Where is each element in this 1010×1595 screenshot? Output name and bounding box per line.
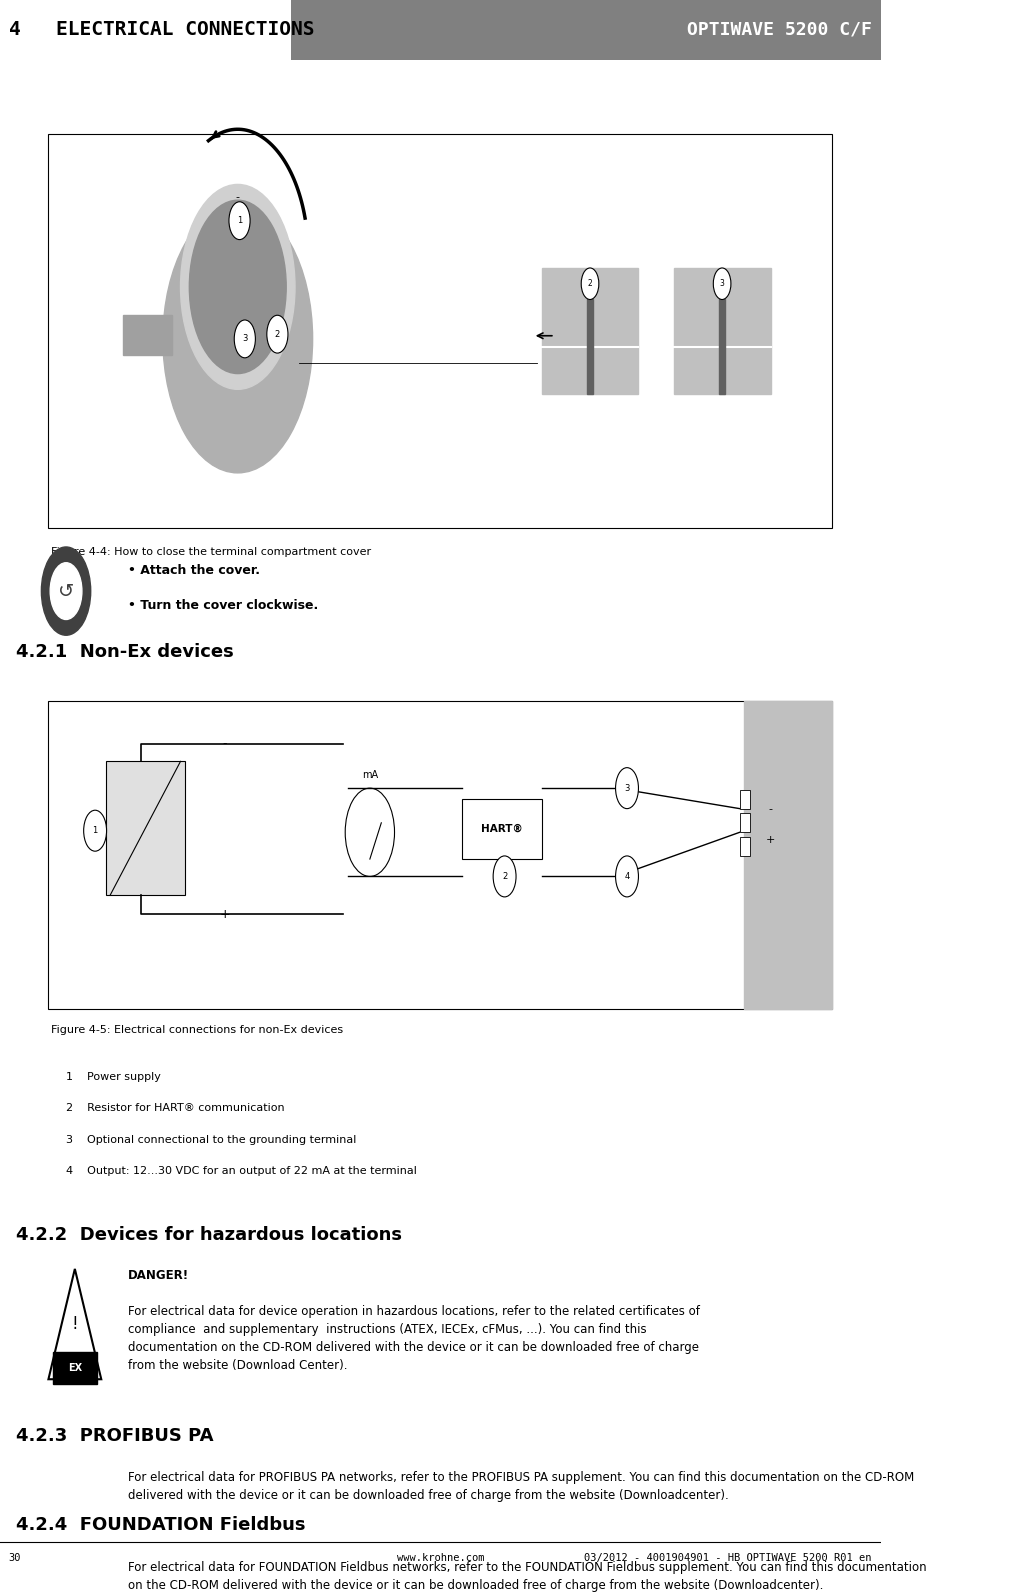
- Circle shape: [41, 547, 91, 635]
- Text: 1: 1: [237, 217, 242, 225]
- Text: 4.2.4  FOUNDATION Fieldbus: 4.2.4 FOUNDATION Fieldbus: [16, 1517, 305, 1534]
- Text: OPTIWAVE 5200 C/F: OPTIWAVE 5200 C/F: [687, 21, 872, 38]
- Text: 4.2.3  PROFIBUS PA: 4.2.3 PROFIBUS PA: [16, 1426, 213, 1445]
- Circle shape: [267, 316, 288, 352]
- Bar: [0, 0, 291, 61]
- Bar: [739, 837, 750, 857]
- Bar: [588, 300, 593, 394]
- Text: 3: 3: [624, 783, 629, 793]
- Bar: [53, 1353, 97, 1384]
- Bar: [106, 761, 185, 895]
- Circle shape: [189, 201, 286, 373]
- Text: For electrical data for FOUNDATION Fieldbus networks, refer to the FOUNDATION Fi: For electrical data for FOUNDATION Field…: [127, 1560, 926, 1592]
- Polygon shape: [48, 1270, 101, 1380]
- Text: 2    Resistor for HART® communication: 2 Resistor for HART® communication: [66, 1104, 285, 1113]
- Text: HART®: HART®: [481, 825, 523, 834]
- Bar: [541, 268, 638, 394]
- Bar: [674, 268, 771, 394]
- Text: 03/2012 - 4001904901 - HB OPTIWAVE 5200 R01 en: 03/2012 - 4001904901 - HB OPTIWAVE 5200 …: [585, 1552, 872, 1563]
- Text: +: +: [766, 836, 776, 845]
- Circle shape: [581, 268, 599, 300]
- Circle shape: [50, 563, 82, 619]
- Text: 2: 2: [275, 330, 280, 338]
- Text: www.krohne.com: www.krohne.com: [397, 1552, 484, 1563]
- Circle shape: [163, 204, 313, 472]
- FancyBboxPatch shape: [48, 702, 832, 1008]
- Text: 4.2.1  Non-Ex devices: 4.2.1 Non-Ex devices: [16, 643, 233, 660]
- Text: +: +: [219, 908, 230, 920]
- Text: 1    Power supply: 1 Power supply: [66, 1072, 161, 1081]
- Text: -: -: [222, 737, 227, 751]
- Circle shape: [229, 201, 250, 239]
- Text: 4: 4: [624, 872, 629, 880]
- Bar: [123, 316, 172, 354]
- Bar: [719, 300, 725, 394]
- Circle shape: [615, 857, 638, 896]
- Text: -: -: [769, 804, 773, 813]
- Text: 4    Output: 12...30 VDC for an output of 22 mA at the terminal: 4 Output: 12...30 VDC for an output of 2…: [66, 1166, 417, 1177]
- Bar: [739, 813, 750, 833]
- Text: -: -: [235, 191, 239, 203]
- Circle shape: [345, 788, 395, 876]
- Text: • Turn the cover clockwise.: • Turn the cover clockwise.: [127, 598, 318, 612]
- Text: 4.2.2  Devices for hazardous locations: 4.2.2 Devices for hazardous locations: [16, 1227, 402, 1244]
- Text: 3: 3: [720, 279, 724, 289]
- Circle shape: [84, 810, 107, 852]
- Text: Figure 4-4: How to close the terminal compartment cover: Figure 4-4: How to close the terminal co…: [52, 547, 372, 557]
- Text: DANGER!: DANGER!: [127, 1270, 189, 1282]
- Circle shape: [615, 767, 638, 809]
- Text: 30: 30: [9, 1552, 21, 1563]
- Bar: [744, 702, 832, 1008]
- FancyBboxPatch shape: [48, 134, 832, 528]
- Text: !: !: [72, 1314, 78, 1333]
- Text: 4   ELECTRICAL CONNECTIONS: 4 ELECTRICAL CONNECTIONS: [9, 21, 314, 40]
- Text: For electrical data for device operation in hazardous locations, refer to the re: For electrical data for device operation…: [127, 1305, 700, 1372]
- Circle shape: [181, 185, 295, 389]
- Text: mA: mA: [362, 770, 378, 780]
- Bar: [291, 0, 881, 61]
- Text: 2: 2: [588, 279, 593, 289]
- Text: Figure 4-5: Electrical connections for non-Ex devices: Figure 4-5: Electrical connections for n…: [52, 1024, 343, 1035]
- Text: 3    Optional connectional to the grounding terminal: 3 Optional connectional to the grounding…: [66, 1136, 357, 1145]
- Text: ↺: ↺: [58, 582, 74, 601]
- Bar: [463, 799, 541, 860]
- Text: • Attach the cover.: • Attach the cover.: [127, 565, 260, 577]
- Text: EX: EX: [68, 1364, 82, 1373]
- Text: 3: 3: [242, 335, 247, 343]
- Circle shape: [713, 268, 731, 300]
- Circle shape: [234, 321, 256, 357]
- Circle shape: [493, 857, 516, 896]
- Text: For electrical data for PROFIBUS PA networks, refer to the PROFIBUS PA supplemen: For electrical data for PROFIBUS PA netw…: [127, 1471, 914, 1501]
- Text: 1: 1: [93, 826, 98, 836]
- Bar: [739, 790, 750, 809]
- Text: 2: 2: [502, 872, 507, 880]
